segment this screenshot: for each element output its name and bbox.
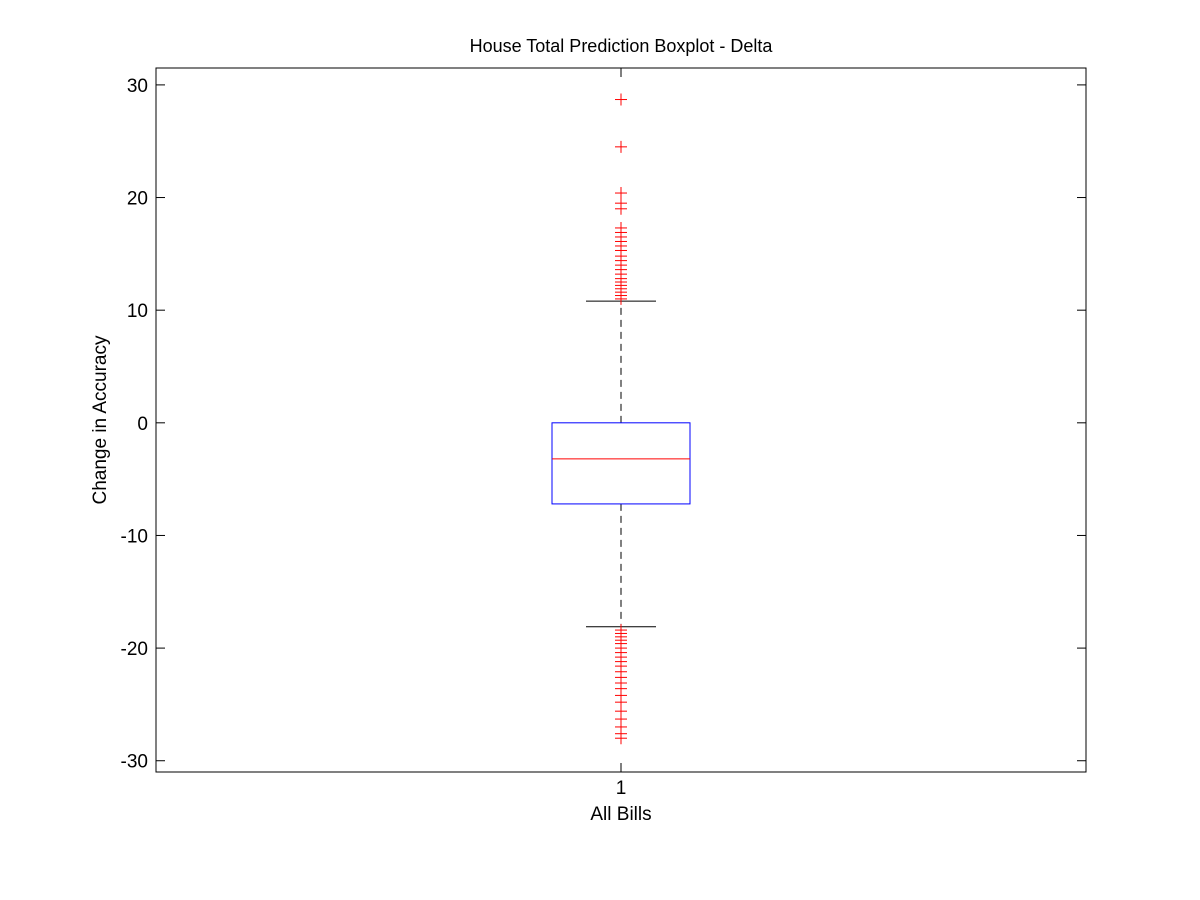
x-axis-label: All Bills	[590, 804, 651, 825]
y-tick-label: 0	[137, 414, 148, 435]
outlier-point	[615, 221, 627, 234]
outlier-point	[615, 93, 627, 106]
y-tick-label: -20	[121, 639, 148, 660]
y-tick-label: 20	[127, 189, 148, 210]
outlier-point	[615, 197, 627, 210]
plot-area: -30 -20 -10 0 10 20 30 1	[121, 67, 1087, 799]
y-tick-label: 30	[127, 76, 148, 97]
x-tick-label: 1	[616, 778, 627, 799]
y-tick-label: 10	[127, 301, 148, 322]
chart-title: House Total Prediction Boxplot - Delta	[470, 36, 774, 56]
outlier-point	[615, 187, 627, 200]
y-axis-label: Change in Accuracy	[90, 335, 111, 504]
outlier-point	[615, 732, 627, 745]
iqr-box	[551, 422, 691, 505]
y-tick-label: -30	[121, 752, 148, 773]
y-tick-label: -10	[121, 526, 148, 547]
outlier-point	[615, 140, 627, 153]
